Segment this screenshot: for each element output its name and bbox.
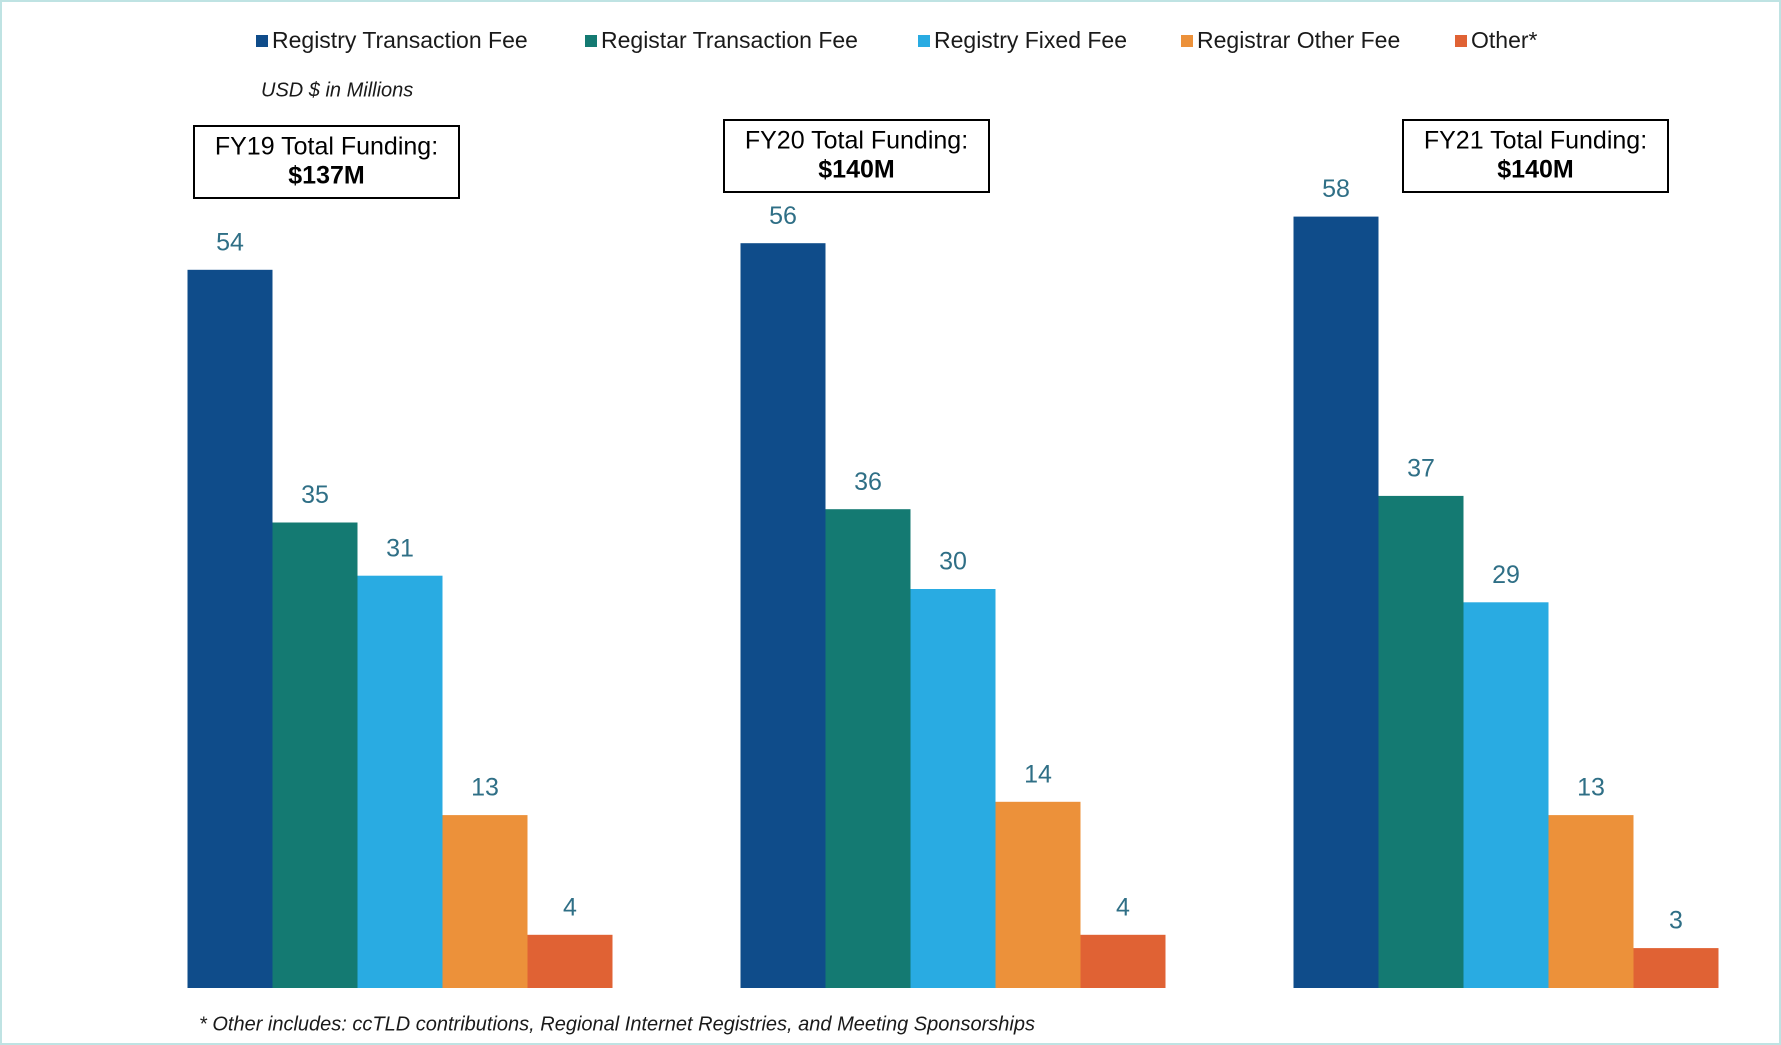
data-label: 37: [1407, 455, 1435, 483]
bar: [740, 243, 826, 988]
data-label: 3: [1669, 907, 1683, 935]
data-label: 30: [939, 548, 967, 576]
legend-label: Registrar Other Fee: [1197, 27, 1400, 53]
data-label: 35: [301, 481, 329, 509]
data-label: 14: [1024, 760, 1052, 788]
legend-swatch: [918, 35, 930, 47]
bar: [357, 575, 443, 988]
bar: [825, 509, 911, 988]
data-label: 36: [854, 468, 882, 496]
data-label: 56: [769, 202, 797, 230]
bar: [1633, 948, 1719, 988]
bar: [995, 801, 1081, 988]
bar: [527, 934, 613, 988]
data-label: 54: [216, 228, 244, 256]
legend-label: Registry Transaction Fee: [272, 27, 528, 53]
data-label: 4: [563, 893, 577, 921]
annotation-total: $140M: [1497, 156, 1573, 184]
data-label: 13: [1577, 774, 1605, 802]
legend-label: Registar Transaction Fee: [601, 27, 858, 53]
bar: [1080, 934, 1166, 988]
bar: [272, 522, 358, 988]
subtitle: USD $ in Millions: [261, 79, 413, 101]
legend-swatch: [1181, 35, 1193, 47]
legend-label: Registry Fixed Fee: [934, 27, 1127, 53]
data-label: 13: [471, 774, 499, 802]
legend-swatch: [585, 35, 597, 47]
annotation-total: $140M: [818, 156, 894, 184]
bar: [1378, 495, 1464, 988]
annotation-box: [1402, 119, 1669, 193]
bar: [1548, 815, 1634, 988]
legend-label: Other*: [1471, 27, 1538, 53]
data-label: 31: [386, 534, 414, 562]
bar: [442, 815, 528, 988]
bar: [1293, 216, 1379, 989]
annotation-text: FY19 Total Funding:: [215, 133, 438, 161]
legend-swatch: [256, 35, 268, 47]
annotation-text: FY20 Total Funding:: [745, 127, 968, 155]
annotation-box: [193, 125, 460, 199]
bar: [910, 589, 996, 988]
data-label: 29: [1492, 561, 1520, 589]
data-label: 4: [1116, 893, 1130, 921]
bar: [187, 269, 273, 988]
annotation-text: FY21 Total Funding:: [1424, 127, 1647, 155]
bar: [1463, 602, 1549, 988]
footnote: * Other includes: ccTLD contributions, R…: [199, 1013, 1035, 1035]
annotation-total: $137M: [288, 162, 364, 190]
legend-swatch: [1455, 35, 1467, 47]
annotation-box: [723, 119, 990, 193]
data-label: 58: [1322, 175, 1350, 203]
